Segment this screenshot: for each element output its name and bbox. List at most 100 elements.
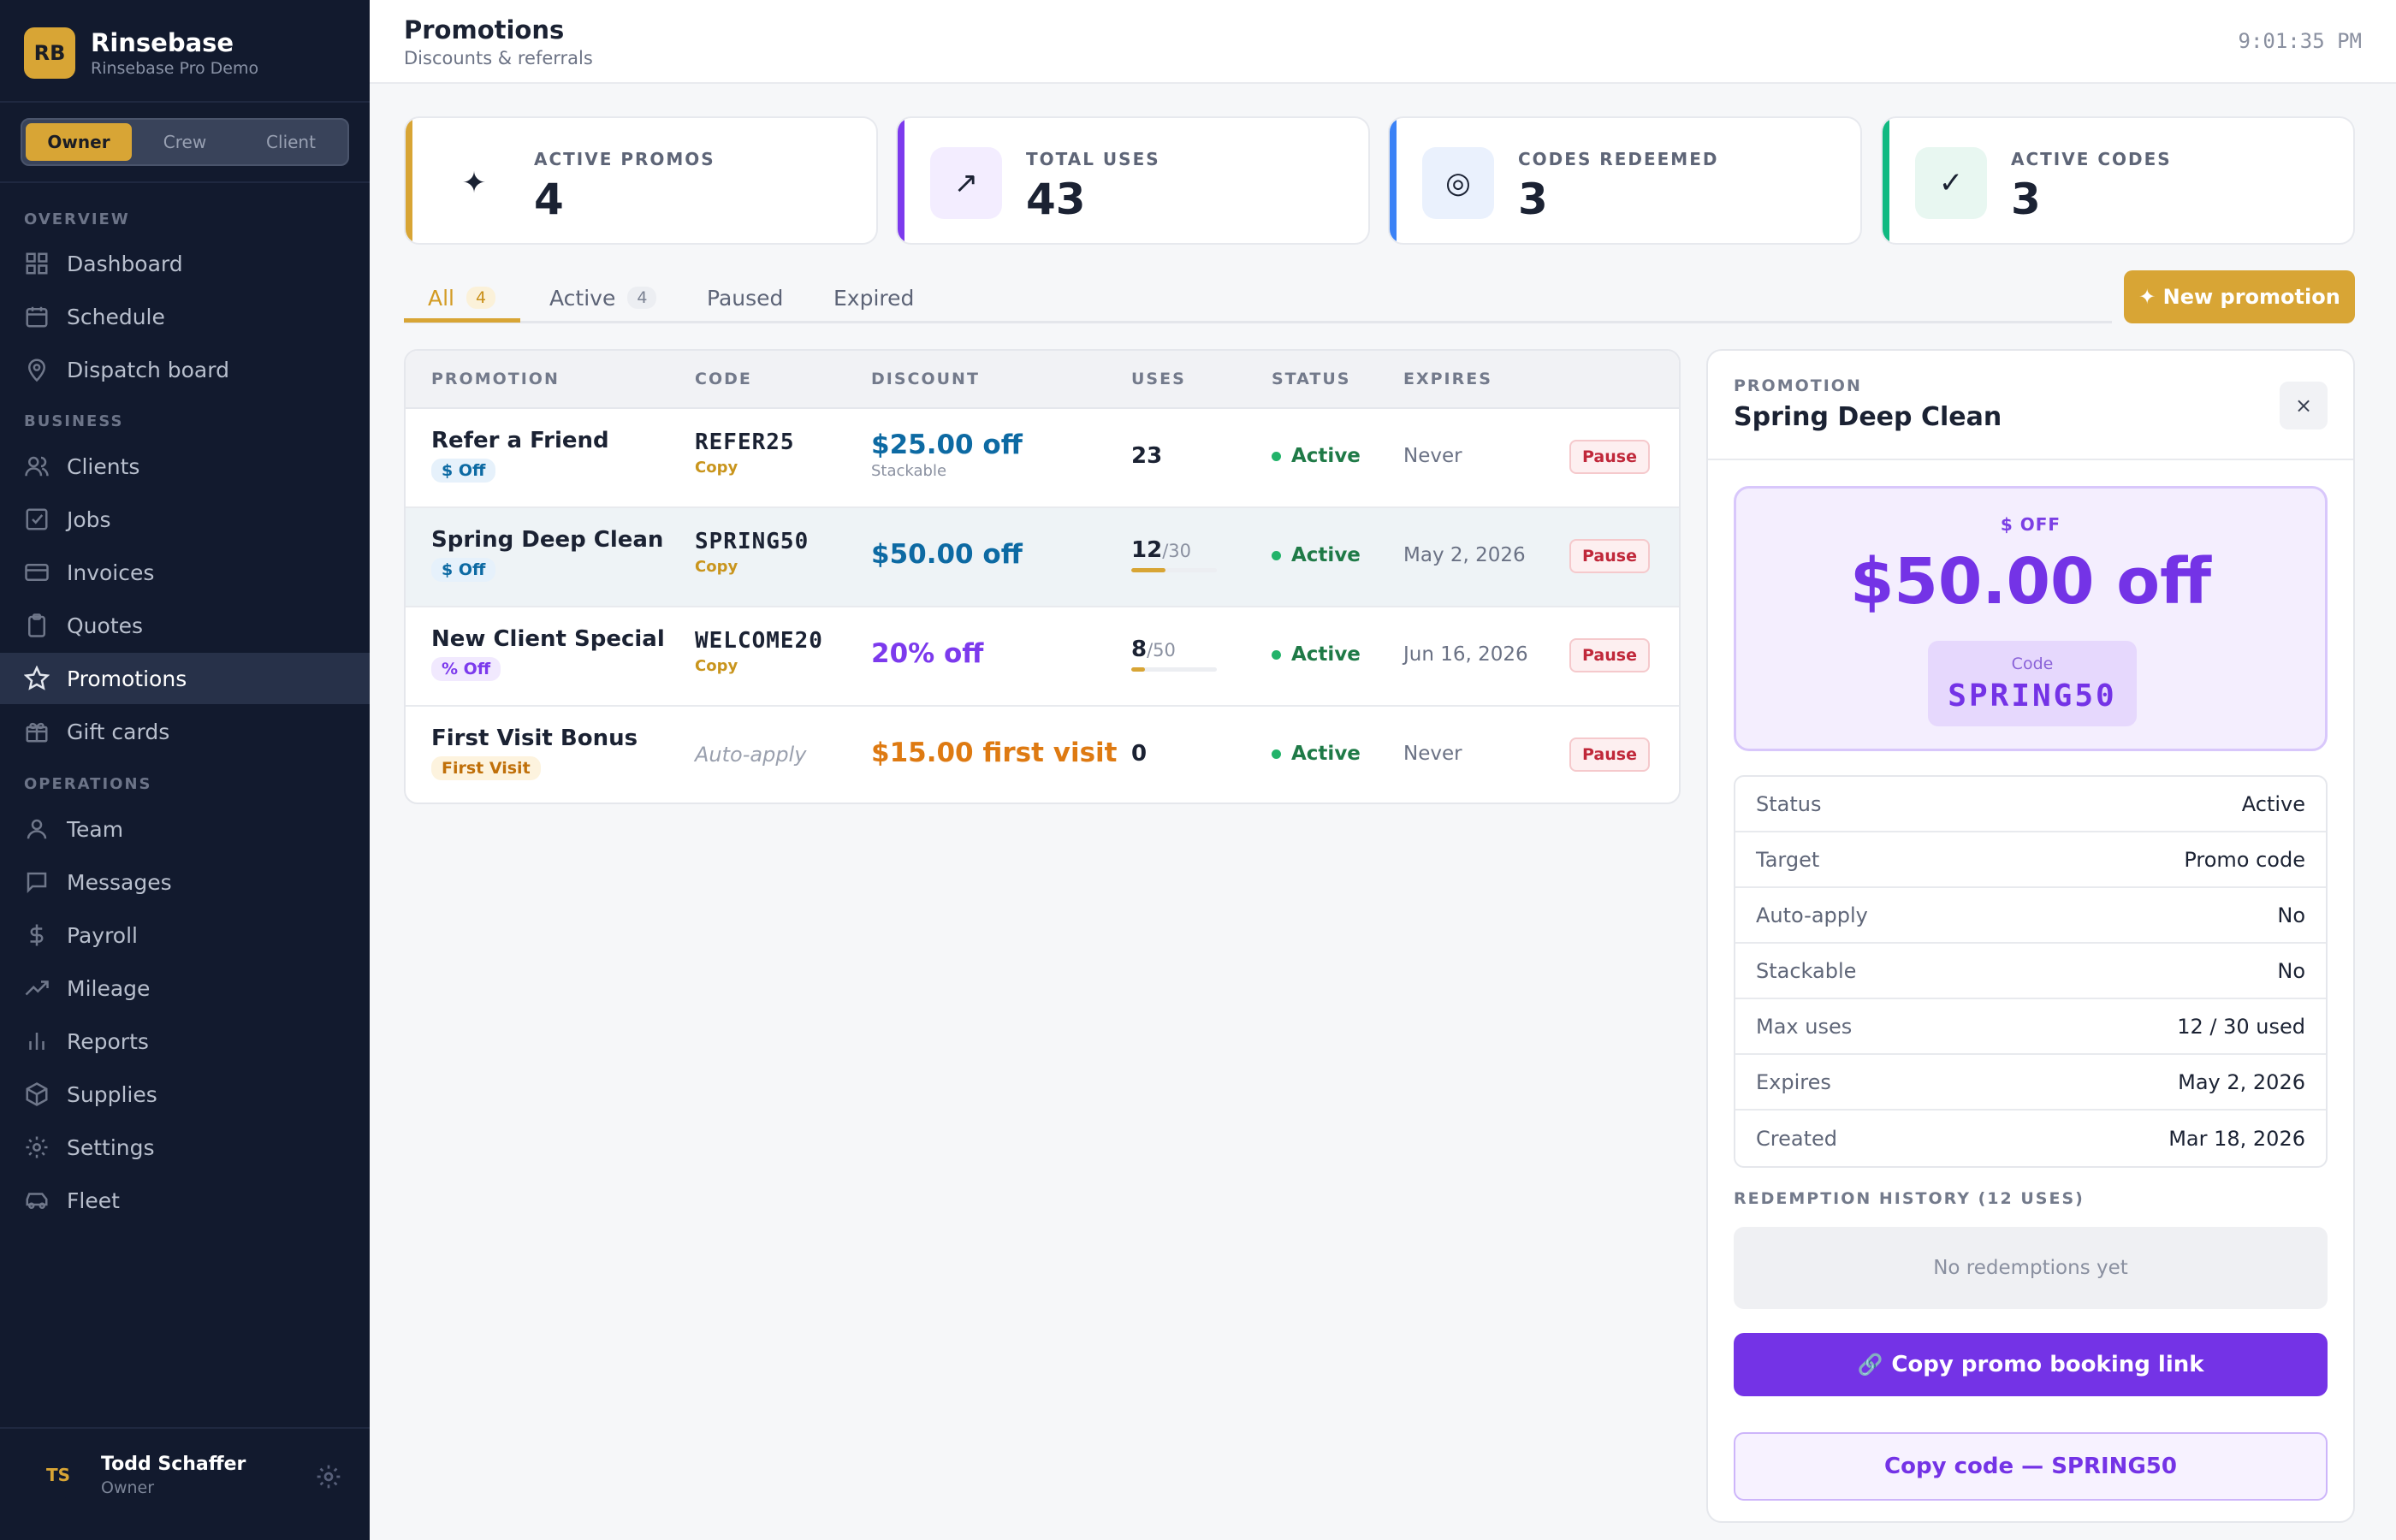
sidebar-item-label: Messages (67, 869, 172, 895)
role-crew-button[interactable]: Crew (163, 132, 207, 152)
sidebar-item-fleet[interactable]: Fleet (0, 1175, 370, 1226)
copy-code-link[interactable]: Copy (695, 459, 738, 477)
button-label: Copy promo booking link (1891, 1352, 2204, 1377)
user-card[interactable]: TS Todd Schaffer Owner (34, 1451, 342, 1499)
sidebar-item-promotions[interactable]: Promotions (0, 653, 370, 704)
table-row[interactable]: First Visit Bonus First Visit Auto-apply… (406, 707, 1679, 803)
sidebar-item-reports[interactable]: Reports (0, 1016, 370, 1067)
promotion-name: First Visit Bonus (431, 726, 638, 751)
copy-booking-link-button[interactable]: 🔗 Copy promo booking link (1734, 1333, 2328, 1396)
property-key: Status (1756, 791, 1822, 816)
tab-active[interactable]: Active 4 (549, 281, 657, 315)
sidebar-item-label: Gift cards (67, 719, 170, 744)
status-dot (1272, 649, 1281, 660)
brand-logo: RB (24, 27, 75, 79)
stat-value: 43 (1026, 175, 1086, 224)
new-promotion-button[interactable]: ✦ New promotion (2124, 270, 2355, 323)
property-row-stackable: Stackable No (1735, 944, 2326, 999)
gear-icon[interactable] (315, 1463, 342, 1490)
sidebar-item-label: Payroll (67, 922, 138, 948)
sidebar-item-label: Schedule (67, 304, 165, 329)
user-icon (24, 816, 50, 842)
copy-code-link[interactable]: Copy (695, 657, 738, 675)
uses-progress-bar (1131, 667, 1217, 672)
tab-all[interactable]: All 4 (428, 281, 496, 315)
gift-icon (24, 719, 50, 744)
property-row-auto-apply: Auto-apply No (1735, 888, 2326, 944)
pause-button[interactable]: Pause (1569, 440, 1650, 474)
stat-accent (1883, 118, 1889, 243)
stat-label: CODES REDEEMED (1518, 149, 1719, 169)
sidebar-item-dashboard[interactable]: Dashboard (0, 238, 370, 289)
table-row[interactable]: Spring Deep Clean $ Off SPRING50 Copy $5… (406, 508, 1679, 607)
uses-count: 23 (1131, 443, 1163, 469)
status-label: Active (1291, 445, 1361, 467)
expires-date: Never (1403, 743, 1462, 765)
table-row[interactable]: Refer a Friend $ Off REFER25 Copy $25.00… (406, 409, 1679, 508)
property-key: Auto-apply (1756, 903, 1868, 927)
sidebar-item-supplies[interactable]: Supplies (0, 1069, 370, 1120)
map-pin-icon (24, 357, 50, 382)
column-header: EXPIRES (1403, 370, 1492, 388)
sidebar-item-invoices[interactable]: Invoices (0, 547, 370, 598)
tab-expired[interactable]: Expired (833, 281, 914, 315)
status-badge: Active (1272, 743, 1361, 765)
uses-count: 8 (1131, 637, 1148, 662)
status-dot (1272, 550, 1281, 560)
tab-paused[interactable]: Paused (707, 281, 783, 315)
table-row[interactable]: New Client Special % Off WELCOME20 Copy … (406, 607, 1679, 707)
sidebar-item-messages[interactable]: Messages (0, 856, 370, 908)
sidebar-item-dispatch-board[interactable]: Dispatch board (0, 344, 370, 395)
uses-progress-fill (1131, 568, 1165, 572)
offer-type: $ OFF (2000, 514, 2061, 535)
dollar-icon (24, 922, 50, 948)
tab-count: 4 (466, 287, 496, 309)
property-key: Expires (1756, 1069, 1831, 1094)
pause-button[interactable]: Pause (1569, 539, 1650, 573)
sidebar-item-gift-cards[interactable]: Gift cards (0, 706, 370, 757)
role-owner-button[interactable]: Owner (26, 123, 132, 161)
role-switcher: Owner Crew Client (21, 118, 349, 166)
brand[interactable]: RB Rinsebase Rinsebase Pro Demo (24, 27, 258, 79)
uses-max: /50 (1147, 640, 1176, 660)
clipboard-icon (24, 613, 50, 638)
sidebar-item-label: Invoices (67, 560, 155, 585)
sidebar-item-jobs[interactable]: Jobs (0, 494, 370, 545)
sparkle-icon: ✦ (438, 147, 510, 219)
redemption-history-label: REDEMPTION HISTORY (12 USES) (1734, 1189, 2085, 1208)
column-header: STATUS (1272, 370, 1351, 388)
property-value: 12 / 30 used (2177, 1014, 2305, 1039)
property-key: Max uses (1756, 1014, 1853, 1039)
sidebar-item-settings[interactable]: Settings (0, 1122, 370, 1173)
role-client-button[interactable]: Client (266, 132, 316, 152)
tab-label: Active (549, 285, 616, 311)
discount-value: $25.00 off (871, 429, 1023, 460)
property-row-max-uses: Max uses 12 / 30 used (1735, 999, 2326, 1055)
sidebar-item-clients[interactable]: Clients (0, 441, 370, 492)
sidebar-item-label: Fleet (67, 1188, 120, 1213)
property-value: Active (2241, 791, 2305, 816)
sidebar-item-payroll[interactable]: Payroll (0, 909, 370, 961)
copy-code-link[interactable]: Copy (695, 558, 738, 576)
promo-code: WELCOME20 (695, 628, 823, 654)
discount-value: $50.00 off (871, 539, 1023, 570)
checkbox-icon (24, 506, 50, 532)
divider (0, 1427, 370, 1429)
sidebar-item-mileage[interactable]: Mileage (0, 962, 370, 1014)
expires-date: May 2, 2026 (1403, 544, 1526, 566)
uses-max: /30 (1162, 541, 1191, 561)
close-button[interactable]: × (2280, 382, 2328, 429)
sidebar-item-label: Promotions (67, 666, 187, 691)
sidebar-item-schedule[interactable]: Schedule (0, 291, 370, 342)
discount-note: Stackable (871, 462, 947, 480)
grid-icon (24, 251, 50, 276)
pause-button[interactable]: Pause (1569, 737, 1650, 772)
sidebar-item-team[interactable]: Team (0, 803, 370, 855)
column-header: DISCOUNT (871, 370, 980, 388)
offer-code-chip[interactable]: Code SPRING50 (1928, 641, 2137, 726)
pause-button[interactable]: Pause (1569, 638, 1650, 672)
sidebar-item-quotes[interactable]: Quotes (0, 600, 370, 651)
detail-title: Spring Deep Clean (1734, 402, 2002, 432)
divider (0, 101, 370, 103)
copy-code-button[interactable]: Copy code — SPRING50 (1734, 1432, 2328, 1501)
